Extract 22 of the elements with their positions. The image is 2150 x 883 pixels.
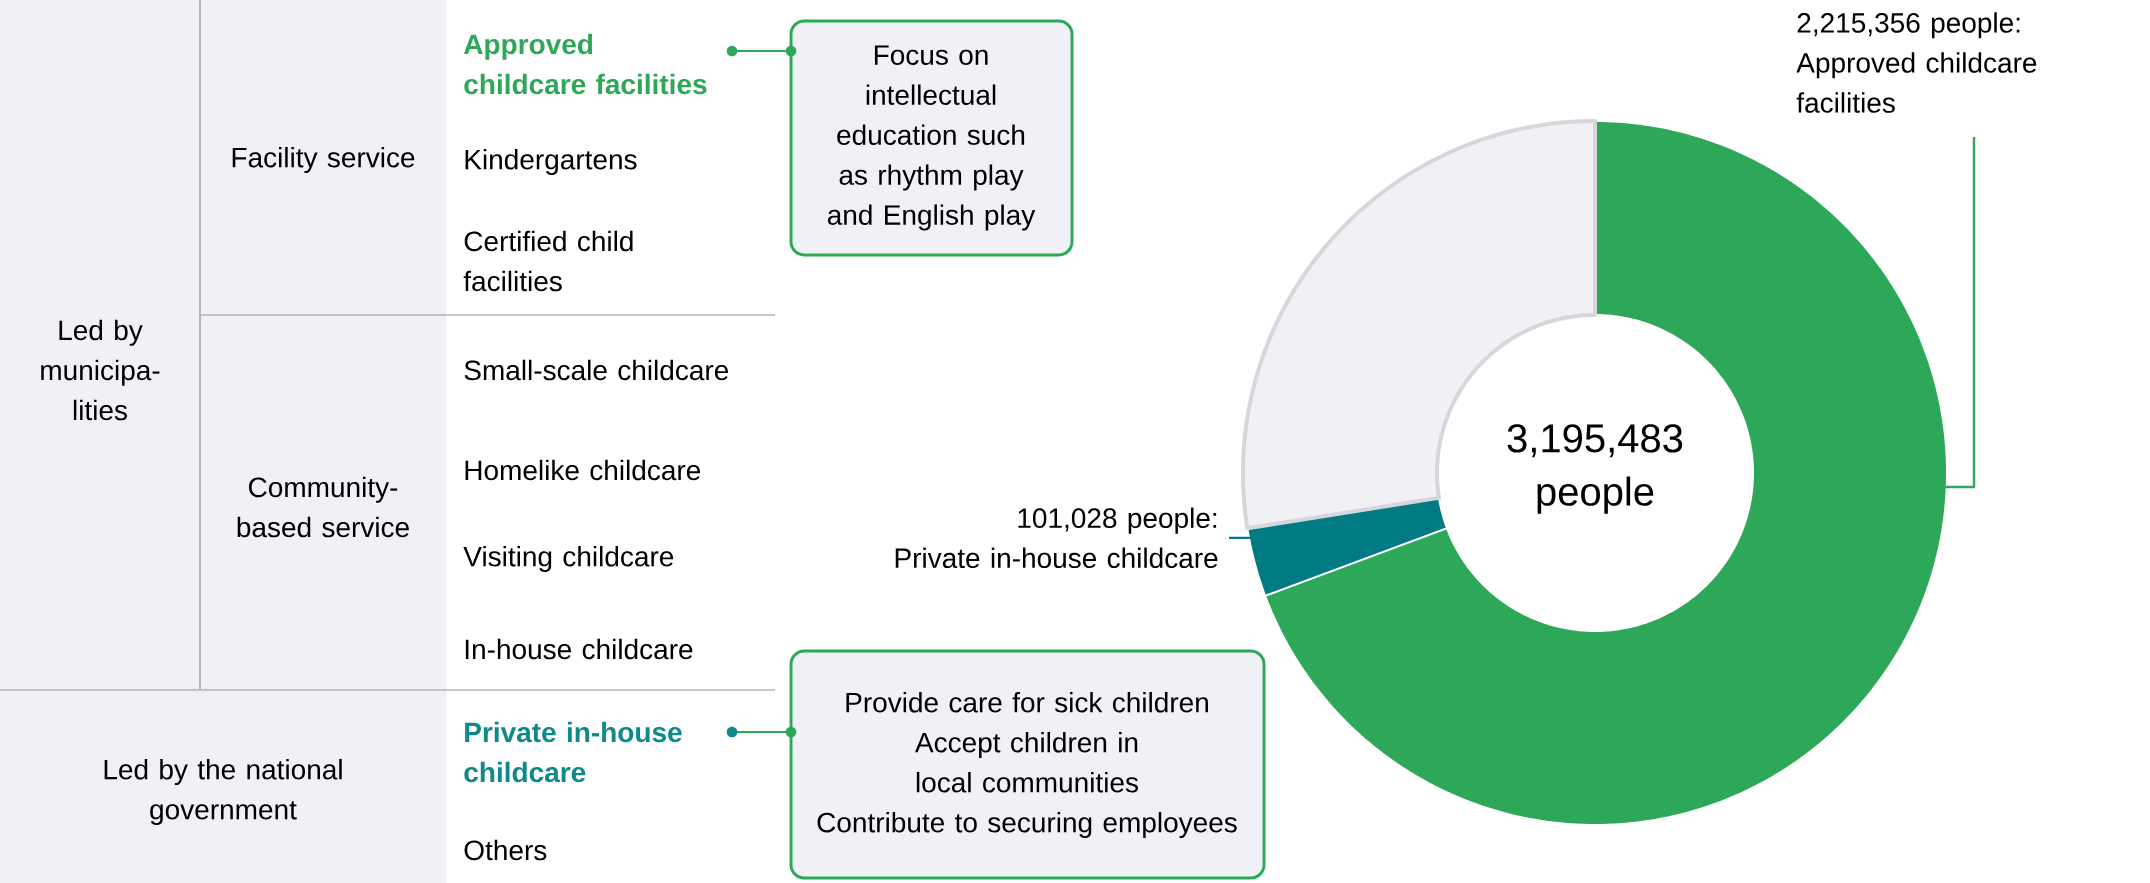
text: Led by municipa-lities [41, 319, 160, 421]
text: Contribute to securing employees [817, 811, 1237, 839]
text: Facility service [232, 146, 415, 174]
text: In-house childcare [465, 638, 693, 660]
text: Community-based service [237, 476, 409, 538]
text: Approved childcare facilities [463, 33, 707, 95]
text: Small-scale childcare [464, 359, 729, 381]
slice-label: Approved childcare facilities [1796, 52, 2037, 113]
text: Private in-house childcare [464, 721, 682, 783]
slice-label: Private in-house childcare [895, 547, 1218, 569]
text: Visiting childcare [463, 545, 674, 573]
text: Accept children in local communities [915, 731, 1138, 793]
text: Led by the national government [104, 758, 342, 826]
data-label: 2,215,356 people: [1797, 12, 2020, 39]
text: Others [464, 839, 547, 861]
text: 3,195,483 people [1507, 424, 1683, 514]
text: Focus on intellectual education such as rhythm play and English play [827, 45, 1036, 231]
text: Homelike childcare [465, 459, 701, 481]
data-label: 101,028 people: [1018, 507, 1217, 534]
text: Certified child facilities [463, 230, 633, 292]
text: Kindergartens [465, 148, 637, 176]
text: Provide care for sick children [846, 691, 1208, 713]
